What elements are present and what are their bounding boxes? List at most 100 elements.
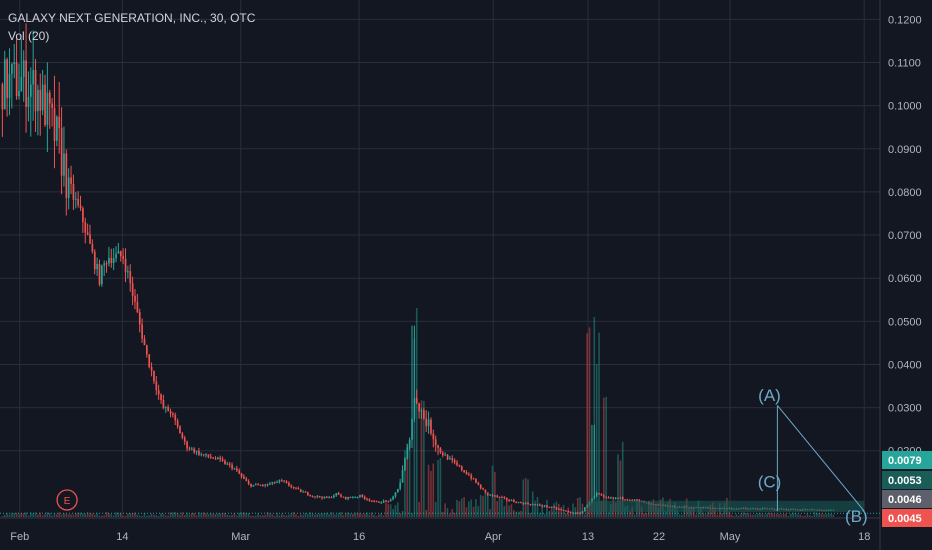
time-tick-label: Apr	[485, 531, 502, 543]
volume-bar	[250, 515, 252, 517]
volume-bar	[548, 511, 551, 517]
candle-body	[539, 504, 541, 506]
candle-body	[11, 64, 13, 74]
volume-bar	[775, 513, 778, 517]
candle-body	[195, 450, 198, 453]
volume-bar	[299, 514, 302, 517]
volume-bar	[29, 512, 32, 517]
volume-bar	[671, 507, 674, 517]
volume-bar	[335, 514, 338, 517]
volume-bar	[541, 503, 544, 517]
consolidation-box	[587, 500, 865, 512]
volume-bar	[579, 497, 581, 517]
volume-bar	[437, 459, 439, 517]
volume-bar	[354, 512, 356, 517]
volume-bar	[657, 507, 660, 517]
candle-body	[378, 501, 380, 503]
volume-bar	[721, 513, 723, 517]
volume-bar	[413, 339, 416, 517]
volume-bar	[737, 515, 740, 517]
candles	[1, 23, 835, 515]
candle-body	[22, 60, 25, 77]
volume-bar	[782, 514, 785, 517]
candle-body	[37, 89, 39, 112]
candle-body	[299, 489, 302, 492]
candle-body	[498, 496, 501, 498]
candle-body	[1, 84, 4, 110]
candle-body	[470, 475, 473, 479]
volume-bar	[820, 513, 823, 517]
volume-bar	[169, 512, 172, 517]
volume-bar	[465, 507, 468, 517]
volume-bar	[735, 513, 738, 517]
volume-bar	[451, 508, 454, 517]
volume-bar	[444, 503, 446, 517]
candle-body	[316, 496, 319, 498]
volume-bar	[273, 515, 276, 517]
candle-body	[479, 484, 482, 489]
candle-body	[460, 466, 463, 471]
volume-bar	[453, 512, 456, 517]
volume-bar	[763, 514, 766, 517]
volume-bar	[103, 515, 105, 517]
volume-bar	[44, 514, 46, 517]
candle-body	[297, 488, 300, 490]
candle-body	[415, 398, 418, 404]
candle-body	[74, 198, 77, 200]
volume-bar	[146, 515, 148, 517]
volume-bar	[193, 513, 195, 517]
candle-body	[638, 500, 641, 502]
volume-bar	[491, 465, 494, 517]
volume-bar	[695, 514, 697, 517]
candle-body	[240, 473, 243, 477]
candle-body	[399, 482, 402, 489]
volume-bar	[593, 316, 596, 517]
candle-body	[522, 502, 525, 505]
candle-body	[484, 489, 487, 493]
volume-bar	[584, 514, 586, 517]
chart-title: GALAXY NEXT GENERATION, INC., 30, OTC	[8, 11, 256, 25]
candle-body	[458, 465, 461, 467]
volume-bar	[678, 514, 681, 517]
volume-bar	[714, 509, 716, 517]
volume-bar	[56, 514, 58, 517]
volume-bar	[131, 513, 134, 517]
volume-bar	[456, 499, 458, 517]
volume-bar	[539, 513, 541, 517]
volume-bar	[808, 515, 811, 517]
candle-body	[475, 478, 477, 483]
candle-body	[34, 70, 37, 112]
candle-body	[468, 474, 470, 476]
candle-body	[456, 462, 458, 466]
candle-body	[58, 116, 61, 129]
volume-bar	[572, 503, 574, 517]
candle-body	[451, 458, 454, 461]
candle-body	[70, 177, 72, 184]
price-tag-bg	[882, 471, 932, 489]
price-tick-label: 0.0400	[888, 359, 922, 371]
volume-bar	[527, 479, 529, 517]
volume-bar	[231, 514, 233, 517]
candle-body	[453, 460, 456, 463]
volume-bar	[700, 507, 702, 517]
volume-bar	[730, 514, 733, 517]
candle-body	[605, 496, 608, 498]
candle-body	[250, 483, 252, 487]
price-tag-bg	[882, 490, 932, 508]
volume-bar	[112, 515, 115, 517]
volume-bar	[311, 513, 314, 517]
candle-body	[93, 251, 96, 270]
candle-body	[356, 496, 359, 498]
volume-bar	[681, 514, 683, 517]
volume-bar	[520, 510, 522, 517]
volume-bar	[32, 513, 34, 517]
volume-bar	[136, 514, 139, 517]
candle-body	[430, 419, 432, 434]
candle-body	[285, 481, 288, 483]
volume-bar	[164, 515, 167, 517]
volume-bar	[754, 514, 757, 517]
volume-bar	[124, 515, 127, 517]
candle-body	[46, 92, 49, 125]
candle-body	[122, 256, 125, 259]
